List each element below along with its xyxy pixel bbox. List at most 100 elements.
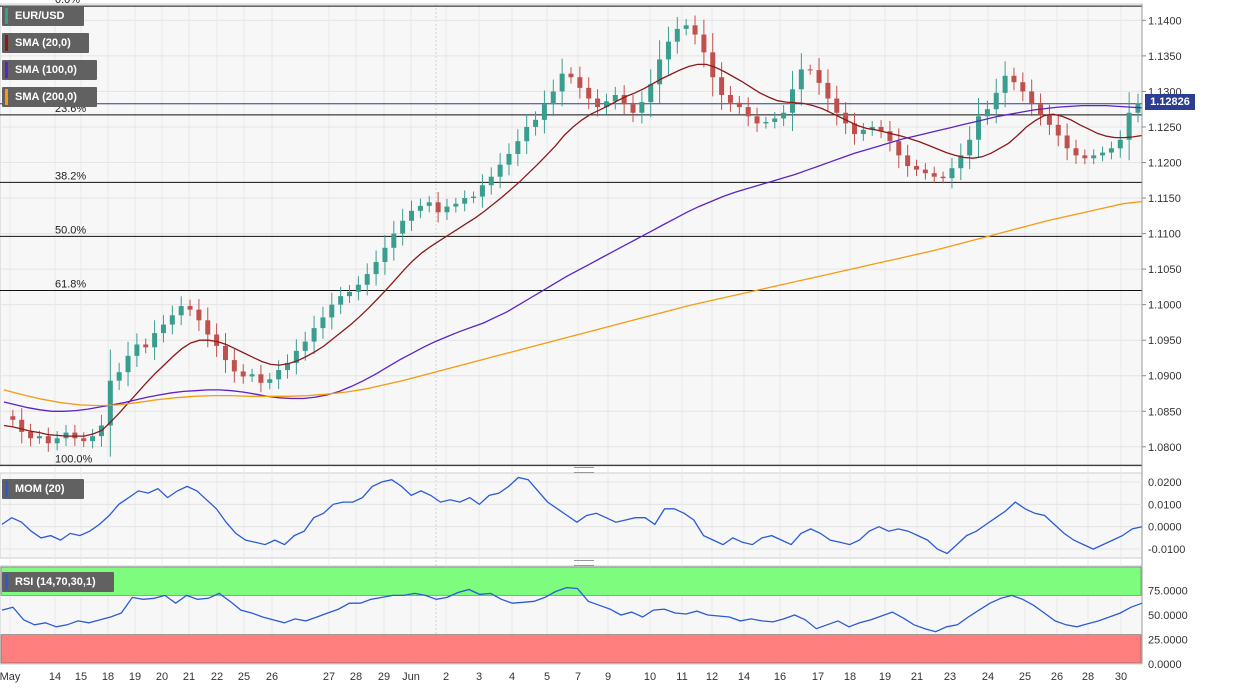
- rsi-tick-label: 0.0000: [1148, 659, 1182, 671]
- candle-body: [338, 296, 344, 305]
- candle-body: [355, 284, 361, 292]
- candle-body: [515, 141, 521, 154]
- candle-body: [391, 233, 397, 248]
- candle-body: [19, 419, 25, 432]
- fib-level-label: 61.8%: [55, 278, 86, 290]
- candle-body: [665, 41, 671, 60]
- rsi-tick-label: 25.0000: [1148, 635, 1188, 647]
- x-tick-label: 30: [1115, 671, 1127, 683]
- legend-sma20-label: SMA (20,0): [15, 37, 71, 49]
- candle-body: [816, 70, 822, 83]
- candle-body: [577, 77, 583, 88]
- momentum-swatch: [5, 481, 8, 497]
- candle-body: [36, 436, 42, 439]
- candle-body: [240, 371, 246, 377]
- candle-body: [311, 328, 317, 342]
- candle-body: [1126, 112, 1132, 140]
- x-tick-label: 18: [102, 671, 114, 683]
- candle-body: [852, 123, 857, 135]
- x-tick-label: 21: [911, 671, 923, 683]
- candle-body: [719, 77, 725, 95]
- candle-body: [90, 436, 96, 442]
- candle-body: [559, 73, 565, 92]
- candle-body: [648, 84, 654, 103]
- candle-body: [993, 92, 999, 110]
- legend-symbol[interactable]: EUR/USD: [2, 6, 84, 26]
- legend-sma100-label: SMA (100,0): [15, 64, 77, 76]
- candle-body: [674, 28, 680, 42]
- price-tick-label: 1.1350: [1148, 51, 1182, 63]
- legend-rsi[interactable]: RSI (14,70,30,1): [2, 572, 114, 592]
- legend-symbol-label: EUR/USD: [15, 10, 65, 22]
- x-tick-label: 24: [982, 671, 994, 683]
- legend-momentum[interactable]: MOM (20): [2, 479, 84, 499]
- price-tick-label: 1.0800: [1148, 442, 1182, 454]
- candle-body: [1020, 82, 1026, 92]
- mom-tick-label: 0.0200: [1148, 477, 1182, 489]
- x-tick-label: 10: [644, 671, 656, 683]
- candle-body: [710, 52, 716, 78]
- x-tick-label: 2: [443, 671, 449, 683]
- legend-sma200[interactable]: SMA (200,0): [2, 87, 97, 107]
- candle-body: [1091, 155, 1097, 159]
- candle-body: [81, 438, 87, 442]
- legend-sma100[interactable]: SMA (100,0): [2, 60, 97, 80]
- candle-body: [727, 94, 733, 103]
- candle-body: [612, 94, 618, 102]
- candle-body: [417, 205, 423, 211]
- candle-body: [603, 101, 609, 108]
- x-tick-label: May: [0, 671, 21, 683]
- x-tick-label: 16: [774, 671, 786, 683]
- candle-body: [249, 374, 255, 377]
- candle-body: [869, 126, 875, 130]
- rsi-tick-label: 50.0000: [1148, 610, 1188, 622]
- candle-body: [905, 155, 911, 167]
- mom-tick-label: 0.0100: [1148, 499, 1182, 511]
- fib-level-label: 50.0%: [55, 224, 86, 236]
- price-tick-label: 1.0900: [1148, 371, 1182, 383]
- candle-body: [116, 372, 122, 381]
- candle-body: [169, 315, 175, 325]
- rsi-oversold-zone: [0, 634, 1142, 664]
- x-tick-label: 15: [75, 671, 87, 683]
- fib-level-label: 100.0%: [55, 453, 93, 465]
- candle-body: [160, 324, 166, 334]
- x-tick-label: 28: [350, 671, 362, 683]
- candle-body: [1082, 155, 1088, 159]
- candle-body: [152, 333, 158, 348]
- candle-body: [736, 102, 742, 108]
- candle-body: [222, 345, 228, 361]
- rsi-overbought-zone: [0, 566, 1142, 596]
- price-tick-label: 1.1000: [1148, 300, 1182, 312]
- x-tick-label: 29: [378, 671, 390, 683]
- momentum-panel: [0, 472, 1143, 559]
- candle-body: [435, 202, 441, 213]
- sma100-swatch: [5, 62, 8, 78]
- sma20-line: [3, 63, 1143, 437]
- candle-body: [134, 344, 140, 356]
- price-tick-label: 1.1400: [1148, 15, 1182, 27]
- candle-body: [107, 380, 113, 426]
- candle-body: [657, 59, 663, 85]
- pane-resize-handle-momentum[interactable]: [574, 467, 594, 473]
- candle-body: [1046, 114, 1052, 125]
- x-tick-label: 17: [812, 671, 824, 683]
- candle-body: [958, 155, 964, 169]
- candle-body: [214, 334, 220, 346]
- x-tick-label: 27: [323, 671, 335, 683]
- candle-body: [595, 98, 601, 108]
- legend-sma20[interactable]: SMA (20,0): [2, 33, 89, 53]
- candle-body: [444, 206, 450, 213]
- sma200-line: [3, 200, 1143, 407]
- pane-resize-handle-rsi[interactable]: [574, 560, 594, 566]
- candle-body: [621, 94, 627, 105]
- candle-body: [125, 355, 131, 373]
- x-tick-label: 25: [238, 671, 250, 683]
- price-tick-label: 1.1050: [1148, 264, 1182, 276]
- x-tick-label: 7: [575, 671, 581, 683]
- x-tick-label: 26: [1051, 671, 1063, 683]
- price-tick-label: 1.1100: [1148, 229, 1181, 241]
- candle-body: [745, 107, 751, 117]
- x-tick-label: 19: [879, 671, 891, 683]
